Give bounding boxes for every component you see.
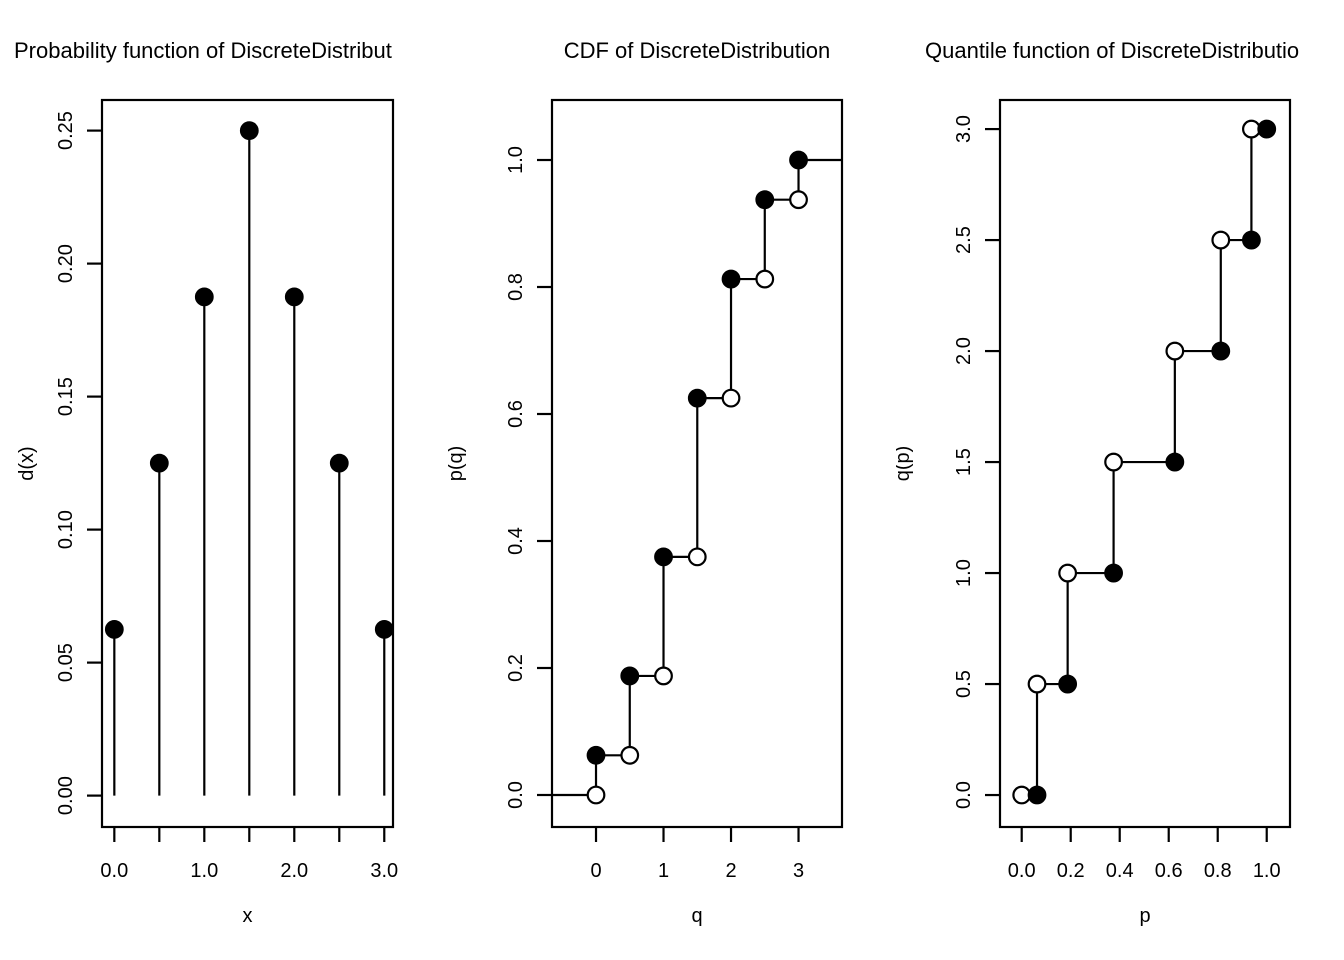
cdf-filled-point — [789, 150, 808, 170]
pmf-point — [149, 453, 169, 473]
cdf-filled-point — [755, 190, 775, 210]
x-tick-label: 1.0 — [190, 860, 218, 882]
y-tick-label: 1.5 — [953, 448, 975, 476]
quantile-filled-point — [1027, 785, 1047, 805]
quantile-open-point — [1027, 674, 1047, 694]
y-tick-label: 0.05 — [55, 643, 77, 682]
x-tick-label: 0.4 — [1106, 860, 1134, 882]
quantile-open-point — [1058, 563, 1078, 583]
x-tick-label: 2.0 — [280, 860, 308, 882]
quantile-filled-point — [1257, 119, 1277, 139]
y-tick-label: 1.0 — [953, 559, 975, 587]
x-axis-title: x — [243, 905, 253, 927]
plot-box — [100, 98, 395, 829]
pmf-point — [239, 121, 259, 140]
cdf-filled-point — [586, 745, 606, 765]
quantile-open-point — [1012, 785, 1032, 805]
y-axis-title: q(p) — [896, 446, 914, 482]
y-axis-title: d(x) — [16, 446, 38, 480]
y-axis-title: p(q) — [448, 446, 467, 482]
x-tick-label: 1.0 — [1253, 860, 1281, 882]
y-tick-label: 2.0 — [953, 337, 975, 365]
x-tick-label: 0.8 — [1204, 860, 1232, 882]
y-tick-label: 0.5 — [953, 670, 975, 698]
y-tick-label: 0.2 — [505, 654, 527, 682]
panel-title: CDF of DiscreteDistribution — [564, 38, 831, 63]
quantile-filled-point — [1104, 563, 1123, 583]
y-tick-label: 3.0 — [953, 115, 975, 143]
pmf-point — [374, 619, 394, 639]
x-tick-label: 0 — [590, 860, 601, 882]
x-tick-label: 3 — [793, 860, 804, 882]
quantile-open-point — [1211, 230, 1231, 250]
y-tick-label: 0.00 — [55, 776, 77, 815]
quantile-filled-point — [1058, 674, 1078, 694]
cdf-open-point — [654, 666, 673, 686]
y-tick-label: 0.15 — [55, 377, 77, 416]
cdf-open-point — [789, 190, 808, 210]
x-tick-label: 0.0 — [100, 860, 128, 882]
y-tick-label: 0.6 — [505, 400, 527, 428]
quantile-filled-point — [1211, 341, 1231, 361]
cdf-filled-point — [721, 269, 741, 289]
cdf-filled-point — [620, 666, 640, 686]
panel-title: Quantile function of DiscreteDistributio — [925, 38, 1299, 63]
quantile-filled-point — [1242, 230, 1261, 250]
plot-box — [550, 98, 844, 829]
y-tick-label: 0.10 — [55, 510, 77, 549]
x-tick-label: 1 — [658, 860, 669, 882]
x-tick-label: 3.0 — [370, 860, 398, 882]
x-tick-label: 0.0 — [1008, 860, 1036, 882]
panel-cdf: 0 1 2 3 0.0 0.2 0.4 0.6 0.8 1.0 q p(q) CDF of Discre… — [448, 0, 896, 960]
y-tick-label: 2.5 — [953, 226, 975, 254]
pmf-point — [194, 287, 214, 307]
quantile-open-point — [1242, 119, 1261, 139]
y-tick-label: 0.4 — [505, 527, 527, 555]
cdf-open-point — [721, 388, 741, 408]
cdf-open-point — [586, 785, 606, 805]
panel-quantile-function: 0.0 0.2 0.4 0.6 0.8 1.0 0.0 0.5 1.0 1.5 2.0 2.5 3.0 p… — [896, 0, 1344, 960]
cdf-open-point — [755, 269, 775, 289]
panel-probability-function: 0.0 1.0 2.0 3.0 0.00 0.05 0.10 0.15 0.20 0.25 x d(x… — [0, 0, 448, 960]
cdf-open-point — [620, 745, 640, 765]
y-tick-label: 1.0 — [505, 146, 527, 174]
pmf-point — [104, 619, 124, 639]
y-tick-label: 0.20 — [55, 244, 77, 283]
plot-box — [998, 98, 1292, 829]
y-tick-label: 0.0 — [953, 781, 975, 809]
cdf-filled-point — [687, 388, 707, 408]
y-tick-label: 0.0 — [505, 781, 527, 809]
cdf-filled-point — [654, 547, 673, 567]
cdf-open-point — [687, 547, 707, 567]
panel-title: Probability function of DiscreteDistribu… — [14, 38, 392, 63]
quantile-open-point — [1165, 341, 1185, 361]
x-tick-label: 0.6 — [1155, 860, 1183, 882]
y-tick-label: 0.25 — [55, 111, 77, 150]
x-axis-title: p — [1139, 905, 1150, 927]
quantile-open-point — [1104, 452, 1123, 472]
pmf-point — [329, 453, 349, 473]
x-tick-label: 0.2 — [1057, 860, 1085, 882]
y-tick-label: 0.8 — [505, 273, 527, 301]
pmf-point — [284, 287, 304, 307]
quantile-filled-point — [1165, 452, 1185, 472]
x-tick-label: 2 — [725, 860, 736, 882]
x-axis-title: q — [691, 905, 702, 927]
